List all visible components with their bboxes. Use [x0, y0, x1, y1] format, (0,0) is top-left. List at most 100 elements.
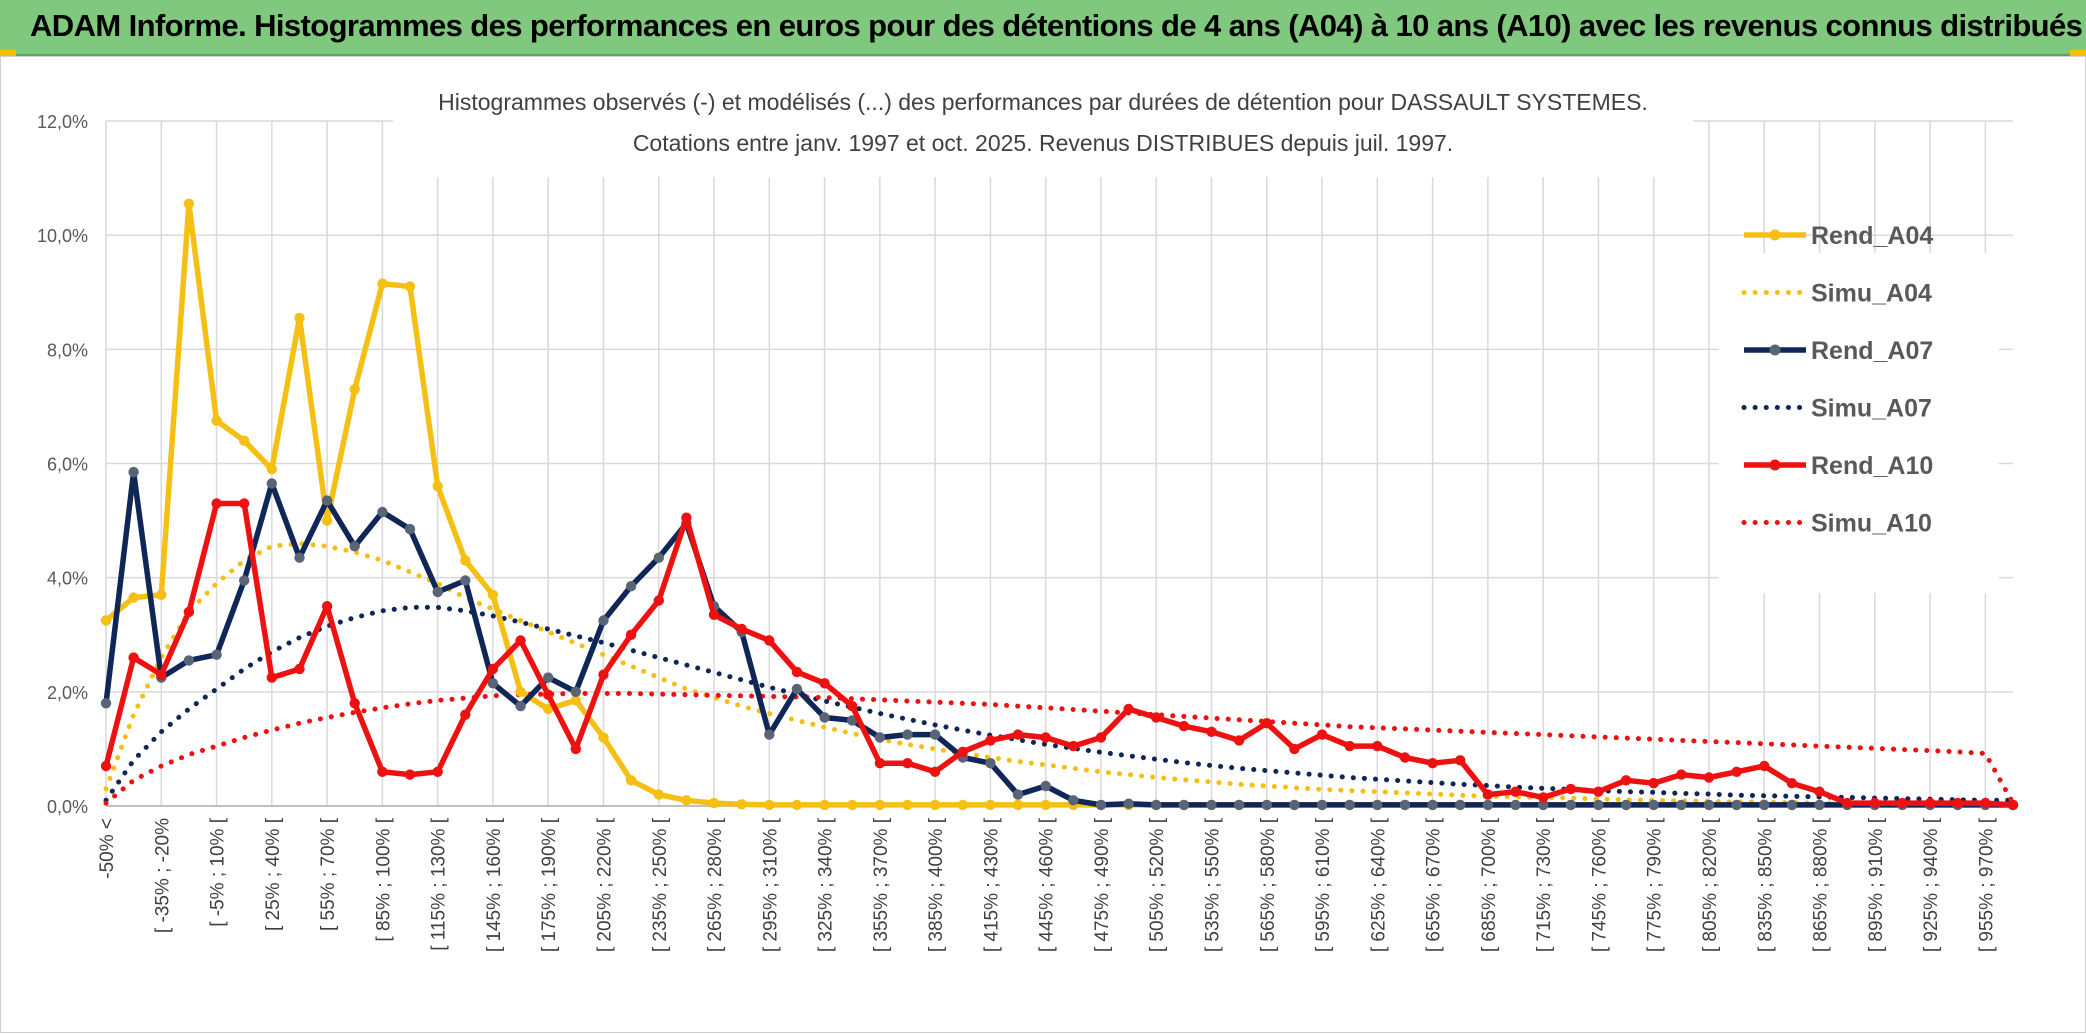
x-tick-label: [ 445% ; 460% [ — [1037, 817, 1058, 952]
point-rend-a04 — [321, 515, 333, 526]
y-tick-label: 12,0% — [37, 112, 88, 132]
point-rend-a10 — [598, 669, 609, 680]
page-title: ADAM Informe. Histogrammes des performan… — [30, 8, 2083, 43]
y-tick-label: 6,0% — [47, 455, 88, 475]
x-tick-label: [ 235% ; 250% [ — [650, 817, 671, 952]
point-rend-a07 — [847, 715, 858, 726]
point-rend-a07 — [874, 732, 886, 743]
point-rend-a10 — [1261, 718, 1273, 729]
point-rend-a10 — [1123, 703, 1134, 715]
x-tick-label: [ 415% ; 430% [ — [981, 817, 1002, 952]
x-tick-label: -50% < — [97, 818, 118, 879]
point-rend-a07 — [1178, 799, 1190, 811]
point-rend-a10 — [1233, 735, 1245, 746]
point-rend-a07 — [487, 678, 499, 689]
y-tick-label: 2,0% — [47, 683, 88, 703]
x-tick-label: [ 805% ; 820% [ — [1700, 817, 1721, 952]
x-tick-label: [ 505% ; 520% [ — [1147, 817, 1168, 952]
point-rend-a07 — [1344, 799, 1355, 811]
legend-marker — [1769, 344, 1781, 356]
point-rend-a10 — [156, 669, 167, 680]
point-rend-a07 — [460, 575, 471, 586]
point-rend-a07 — [1012, 789, 1024, 800]
point-rend-a10 — [1703, 772, 1715, 783]
point-rend-a07 — [1482, 799, 1494, 811]
point-rend-a10 — [1786, 778, 1798, 789]
y-tick-label: 8,0% — [47, 340, 88, 360]
histogram-chart: 0,0% 2,0% 4,0% 6,0% 8,0% 10,0% 12,0% -50% < [ -… — [37, 85, 2019, 952]
x-tick-label: [ 715% ; 730% [ — [1534, 817, 1555, 952]
point-rend-a07 — [321, 495, 333, 506]
point-rend-a10 — [377, 766, 388, 777]
point-rend-a07 — [1703, 799, 1715, 811]
point-rend-a10 — [128, 652, 139, 663]
point-rend-a10 — [211, 498, 222, 509]
series-simu-a07 — [103, 604, 2016, 803]
point-rend-a07 — [1593, 799, 1604, 811]
chart-title: Histogrammes observés (-) et modélisés (… — [438, 89, 1648, 115]
point-rend-a04 — [736, 799, 747, 810]
point-rend-a04 — [515, 686, 526, 697]
y-axis: 0,0% 2,0% 4,0% 6,0% 8,0% 10,0% 12,0% — [37, 112, 88, 817]
x-tick-label: [ 355% ; 370% [ — [871, 817, 892, 952]
series-simu-a10 — [103, 691, 2016, 806]
point-rend-a04 — [183, 198, 195, 209]
x-tick-label: [ 865% ; 880% [ — [1811, 817, 1832, 952]
legend-label: Simu_A10 — [1811, 510, 1932, 538]
y-tick-label: 0,0% — [47, 797, 88, 817]
x-tick-label: [ 745% ; 760% [ — [1589, 817, 1610, 952]
series-rend-a10 — [103, 500, 2014, 808]
point-rend-a07 — [653, 552, 664, 563]
point-rend-a07 — [1731, 799, 1742, 811]
series-lines — [100, 198, 2019, 811]
point-rend-a10 — [1289, 743, 1300, 755]
x-tick-label: [ 85% ; 100% [ — [373, 817, 394, 941]
x-tick-label: [ 625% ; 640% [ — [1368, 817, 1389, 952]
point-rend-a07 — [1399, 799, 1411, 811]
point-rend-a10 — [183, 606, 195, 618]
point-rend-a10 — [625, 629, 637, 640]
point-rend-a07 — [128, 466, 139, 478]
point-rend-a10 — [1731, 766, 1742, 777]
point-rend-a10 — [432, 766, 443, 777]
point-rend-a07 — [1289, 799, 1300, 811]
point-rend-a07 — [570, 686, 581, 697]
x-tick-label: [ 145% ; 160% [ — [484, 817, 505, 952]
x-tick-label: [ 895% ; 910% [ — [1866, 817, 1887, 952]
point-rend-a07 — [1620, 799, 1632, 811]
legend-marker — [1769, 229, 1781, 241]
point-rend-a10 — [1759, 760, 1770, 772]
point-rend-a04 — [653, 789, 664, 800]
point-rend-a07 — [1759, 799, 1770, 811]
banner-corner-left — [0, 50, 16, 56]
point-rend-a07 — [432, 586, 443, 598]
point-rend-a04 — [377, 278, 388, 289]
point-rend-a04 — [708, 797, 720, 809]
point-rend-a04 — [404, 281, 416, 292]
point-rend-a10 — [791, 666, 803, 678]
x-tick-label: [ 655% ; 670% [ — [1424, 817, 1445, 952]
point-rend-a10 — [1814, 786, 1825, 797]
point-rend-a04 — [1012, 799, 1024, 811]
point-rend-a04 — [570, 695, 581, 706]
legend-label: Rend_A07 — [1811, 337, 1933, 365]
x-tick-label: [ 565% ; 580% [ — [1258, 817, 1279, 952]
x-tick-label: [ 955% ; 970% [ — [1976, 817, 1997, 952]
point-rend-a10 — [1344, 740, 1355, 752]
point-rend-a07 — [791, 683, 803, 695]
point-rend-a04 — [625, 775, 637, 786]
point-rend-a10 — [1620, 775, 1632, 786]
point-rend-a10 — [1095, 732, 1107, 743]
point-rend-a07 — [404, 523, 416, 535]
point-rend-a10 — [543, 689, 554, 700]
x-tick-label: [ 775% ; 790% [ — [1645, 817, 1666, 952]
x-tick-label: [ 835% ; 850% [ — [1755, 817, 1776, 952]
point-rend-a07 — [902, 729, 913, 740]
point-rend-a10 — [570, 743, 581, 755]
point-rend-a07 — [819, 712, 830, 723]
point-rend-a10 — [515, 635, 526, 646]
point-rend-a10 — [1372, 740, 1383, 752]
point-rend-a10 — [1151, 712, 1162, 723]
point-rend-a10 — [487, 663, 499, 675]
point-rend-a04 — [543, 703, 554, 715]
